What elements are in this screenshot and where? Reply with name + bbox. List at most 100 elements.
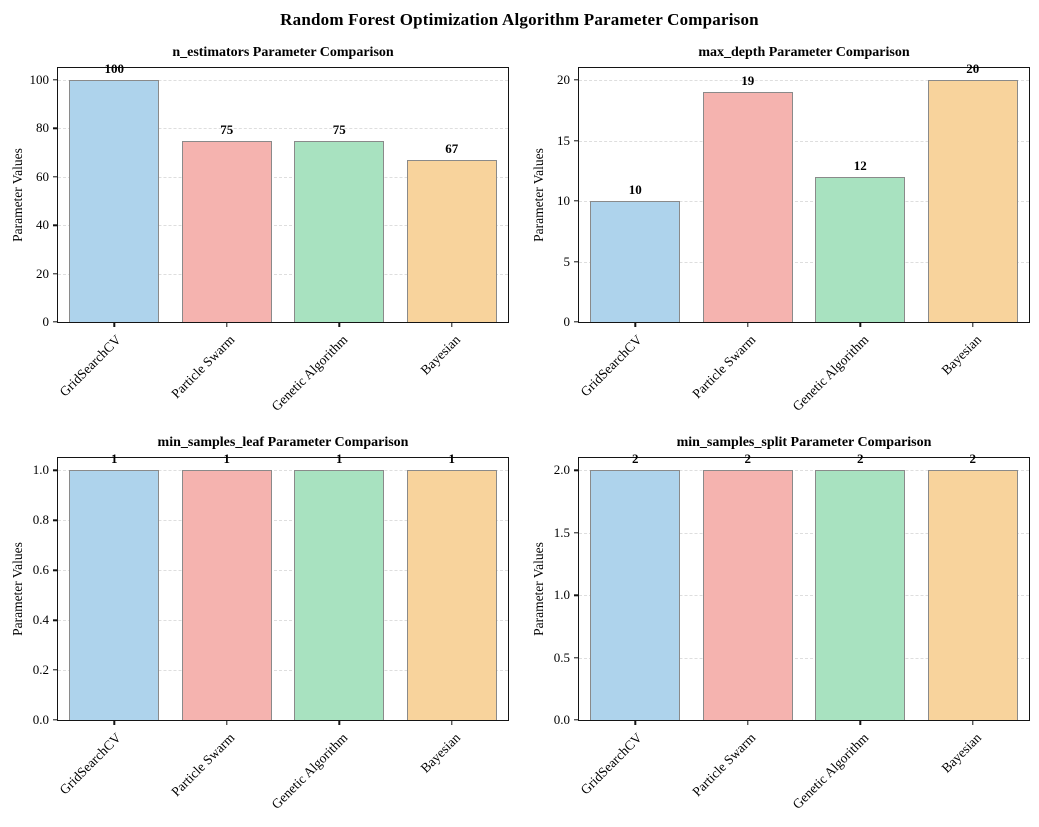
bar-genetic-algorithm xyxy=(815,470,906,720)
x-tick-label: Genetic Algorithm xyxy=(268,332,351,414)
y-tick-label: 0.2 xyxy=(32,662,49,678)
y-tick-mark xyxy=(574,719,579,721)
bar-value-label: 12 xyxy=(853,157,867,173)
bar-genetic-algorithm xyxy=(294,470,385,720)
bar-genetic-algorithm xyxy=(815,176,906,322)
x-tick-label: Bayesian xyxy=(938,332,985,378)
y-tick-mark xyxy=(53,127,58,130)
bar-bayesian xyxy=(406,470,497,720)
y-gridline xyxy=(579,261,1029,263)
y-tick-mark xyxy=(574,469,579,472)
bar-value-label: 20 xyxy=(966,61,980,77)
y-tick-mark xyxy=(574,79,579,81)
y-tick-mark xyxy=(53,519,58,522)
y-gridline xyxy=(579,470,1029,472)
y-tick-label: 0.4 xyxy=(32,612,49,628)
x-axis-labels: GridSearchCV Particle Swarm Genetic Algori… xyxy=(578,721,1030,827)
y-tick-mark xyxy=(574,260,579,263)
bar-value-label: 100 xyxy=(104,61,125,77)
bar-gridsearchcv xyxy=(69,80,160,322)
chart-title: max_depth Parameter Comparison xyxy=(698,45,910,60)
bar-value-label: 1 xyxy=(336,451,343,467)
x-tick-mark xyxy=(747,322,749,327)
bar-value-label: 75 xyxy=(332,121,346,137)
y-gridline xyxy=(58,620,508,622)
y-tick-label: 0 xyxy=(42,314,50,329)
bar-value-label: 2 xyxy=(744,451,752,467)
y-tick-mark xyxy=(574,200,579,202)
x-tick-mark xyxy=(451,720,453,725)
bar-value-label: 2 xyxy=(857,451,864,467)
y-tick-mark xyxy=(574,594,579,596)
bar-value-label: 10 xyxy=(628,182,642,198)
y-tick-label: 0.8 xyxy=(32,512,49,528)
chart-title: n_estimators Parameter Comparison xyxy=(172,45,394,60)
y-tick-mark xyxy=(53,224,58,226)
y-gridline xyxy=(58,225,508,227)
y-tick-label: 0 xyxy=(563,314,571,329)
x-tick-label: GridSearchCV xyxy=(577,730,646,798)
y-gridline xyxy=(579,201,1029,203)
y-tick-label: 1.0 xyxy=(32,462,49,478)
y-tick-mark xyxy=(53,619,58,621)
y-gridline xyxy=(579,140,1029,142)
x-tick-label: Genetic Algorithm xyxy=(268,730,351,812)
chart-title: min_samples_leaf Parameter Comparison xyxy=(157,435,409,450)
x-tick-label: Bayesian xyxy=(417,332,464,378)
y-gridline xyxy=(58,80,508,82)
y-tick-label: 2.0 xyxy=(553,462,570,478)
y-axis-label: Parameter Values xyxy=(531,148,546,242)
x-tick-mark xyxy=(972,720,974,725)
x-tick-mark xyxy=(859,322,861,327)
y-tick-label: 40 xyxy=(36,217,49,233)
y-tick-mark xyxy=(53,176,58,178)
y-gridline xyxy=(58,273,508,275)
y-tick-label: 60 xyxy=(36,168,49,184)
bar-bayesian xyxy=(927,80,1018,322)
y-tick-mark xyxy=(53,569,58,571)
y-tick-mark xyxy=(574,321,579,323)
bar-value-label: 19 xyxy=(741,73,755,89)
x-tick-mark xyxy=(634,720,636,725)
x-axis-labels: GridSearchCV Particle Swarm Genetic Algori… xyxy=(57,721,509,827)
x-tick-mark xyxy=(226,720,228,725)
y-tick-label: 0.6 xyxy=(32,562,49,578)
y-gridline xyxy=(58,570,508,572)
chart-panel-max-depth: max_depth Parameter Comparison Parameter… xyxy=(519,39,1039,430)
x-tick-label: Bayesian xyxy=(417,730,464,776)
y-tick-label: 80 xyxy=(36,120,49,136)
x-tick-label: Bayesian xyxy=(938,730,985,776)
bar-value-label: 75 xyxy=(220,121,234,137)
bar-value-label: 1 xyxy=(223,451,231,467)
y-gridline xyxy=(58,670,508,672)
y-gridline xyxy=(579,657,1029,659)
x-tick-mark xyxy=(113,720,115,725)
y-tick-mark xyxy=(574,139,579,142)
y-tick-label: 1.0 xyxy=(553,587,570,603)
y-tick-label: 10 xyxy=(557,193,570,209)
x-tick-mark xyxy=(972,322,974,327)
y-axis-label: Parameter Values xyxy=(531,542,546,636)
y-tick-mark xyxy=(574,656,579,659)
x-tick-mark xyxy=(859,720,861,725)
y-tick-mark xyxy=(53,669,58,671)
y-tick-label: 20 xyxy=(36,265,49,281)
y-gridline xyxy=(579,532,1029,534)
y-gridline xyxy=(579,595,1029,597)
y-gridline xyxy=(58,128,508,130)
chart-title: min_samples_split Parameter Comparison xyxy=(676,435,932,450)
x-tick-label: Particle Swarm xyxy=(167,332,238,402)
x-tick-label: Genetic Algorithm xyxy=(789,730,872,812)
y-gridline xyxy=(579,80,1029,82)
chart-panel-min-samples-split: min_samples_split Parameter Comparison P… xyxy=(519,429,1039,827)
bar-particle-swarm xyxy=(702,92,793,322)
y-tick-mark xyxy=(53,272,58,275)
x-tick-mark xyxy=(113,322,115,327)
y-tick-mark xyxy=(53,469,58,472)
y-gridline xyxy=(58,176,508,178)
plot-area: 0.0 0.2 0.4 0.6 0.8 1.0 1 1 1 1 xyxy=(33,451,509,727)
x-tick-label: Particle Swarm xyxy=(688,730,759,800)
x-tick-mark xyxy=(451,322,453,327)
x-tick-mark xyxy=(338,720,340,725)
